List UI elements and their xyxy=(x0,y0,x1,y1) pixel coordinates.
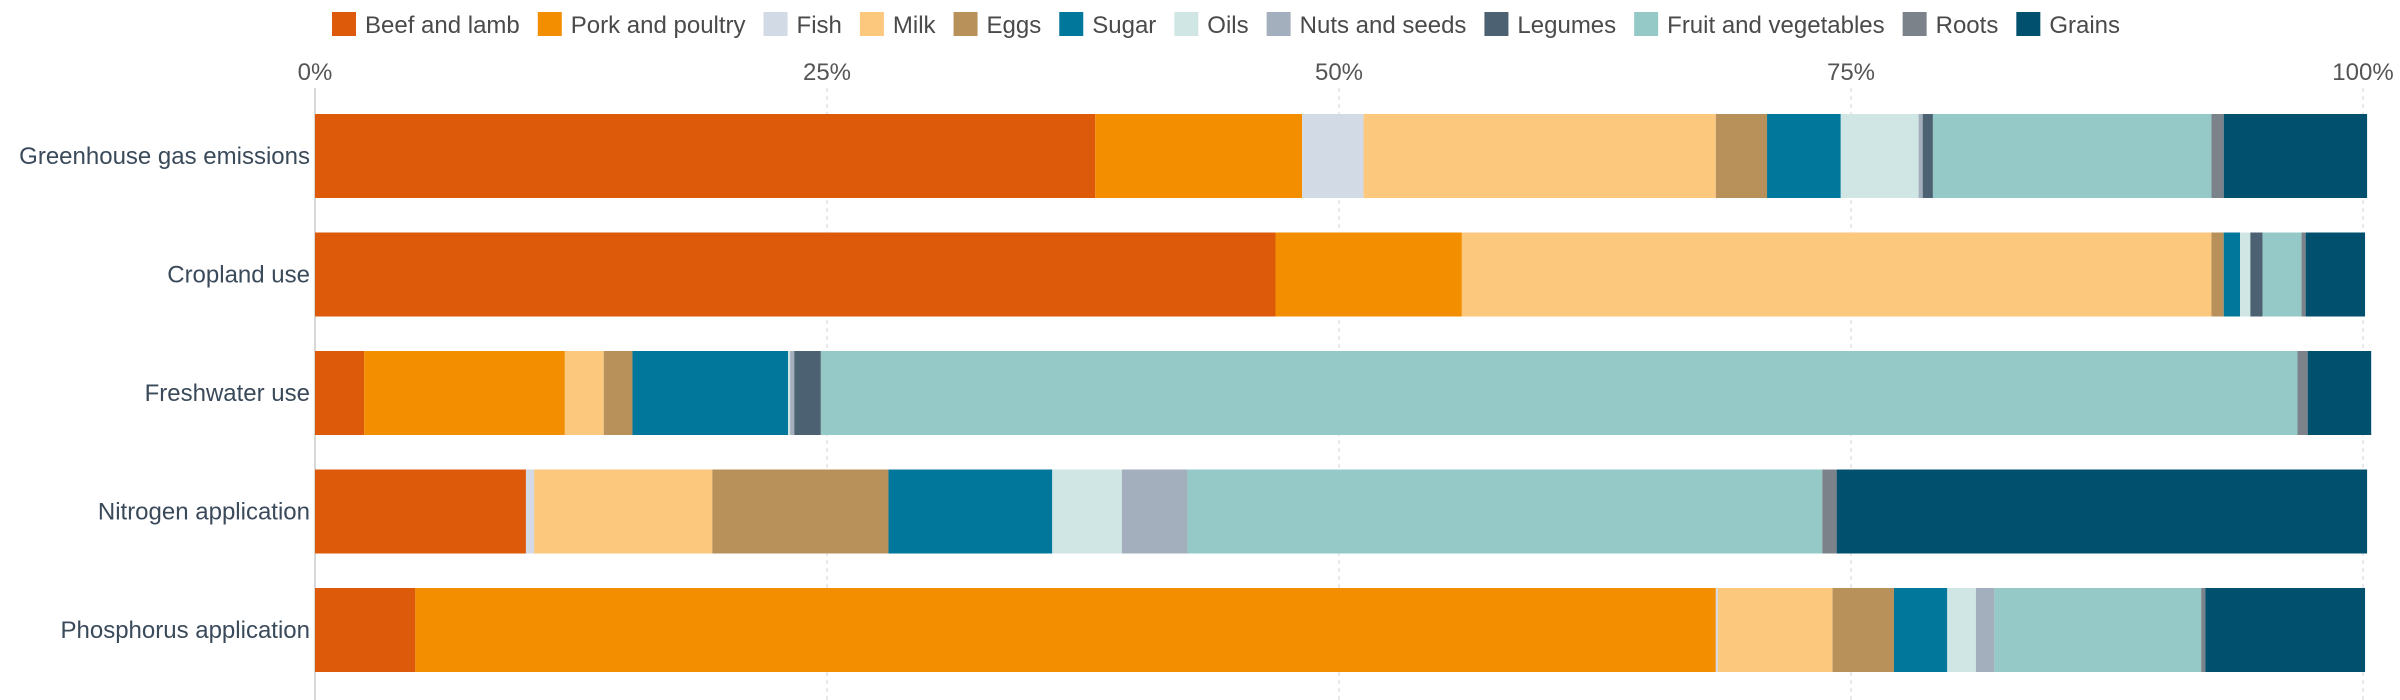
x-tick-label: 0% xyxy=(298,59,333,86)
legend-label-grains: Grains xyxy=(2049,12,2120,39)
bar-segment-legumes xyxy=(2250,232,2263,317)
legend-label-eggs: Eggs xyxy=(987,12,1042,39)
bar-segment-roots xyxy=(1822,469,1837,554)
bar-segment-beef-and-lamb xyxy=(315,469,526,554)
bar-segment-grains xyxy=(2305,232,2366,317)
category-label-greenhouse-gas-emissions: Greenhouse gas emissions xyxy=(19,143,310,170)
bar-segment-oils xyxy=(788,351,791,435)
bar-segment-fish xyxy=(525,469,535,554)
category-label-phosphorus-application: Phosphorus application xyxy=(60,617,310,644)
bar-segment-grains xyxy=(2307,351,2372,435)
bar-segment-beef-and-lamb xyxy=(315,114,1096,198)
bar-row-cropland-use xyxy=(315,232,2366,317)
legend-label-pork-and-poultry: Pork and poultry xyxy=(571,12,746,39)
bar-segment-nuts-and-seeds xyxy=(1975,588,1995,672)
x-axis-ticks: 0% 25% 50% 75% 100% xyxy=(298,59,2394,86)
bar-segment-beef-and-lamb xyxy=(315,588,416,672)
legend-label-fish: Fish xyxy=(797,12,842,39)
bar-segment-fruit-and-vegetables xyxy=(1994,588,2202,672)
bar-segment-roots xyxy=(2201,588,2206,672)
bar-segment-fruit-and-vegetables xyxy=(820,351,2298,435)
bar-segment-legumes xyxy=(794,351,821,435)
legend-swatch-grains xyxy=(2016,12,2041,36)
bar-segment-oils xyxy=(1840,114,1919,198)
legend-label-beef-and-lamb: Beef and lamb xyxy=(365,12,520,39)
bar-segment-pork-and-poultry xyxy=(1275,232,1462,317)
legend-label-nuts-and-seeds: Nuts and seeds xyxy=(1300,12,1467,39)
x-tick-label: 50% xyxy=(1315,59,1363,86)
bar-segment-eggs xyxy=(1715,114,1768,198)
legend-label-milk: Milk xyxy=(893,12,937,39)
bar-segment-milk xyxy=(1363,114,1716,198)
bar-segment-nuts-and-seeds xyxy=(1918,114,1923,198)
bar-segment-nuts-and-seeds xyxy=(1121,469,1188,554)
legend-label-fruit-and-vegetables: Fruit and vegetables xyxy=(1667,12,1884,39)
bar-segment-nuts-and-seeds xyxy=(790,351,795,435)
legend-swatch-pork-and-poultry xyxy=(537,12,562,36)
bar-row-greenhouse-gas-emissions xyxy=(315,114,2368,198)
bar-segment-roots xyxy=(2211,114,2224,198)
bar-segment-roots xyxy=(2297,351,2308,435)
x-tick-label: 100% xyxy=(2332,59,2393,86)
x-tick-label: 75% xyxy=(1827,59,1875,86)
bar-segment-pork-and-poultry xyxy=(415,588,1716,672)
legend-swatch-milk xyxy=(859,12,884,36)
bar-segment-sugar xyxy=(2223,232,2241,317)
bar-segment-oils xyxy=(1947,588,1976,672)
bar-segment-sugar xyxy=(1767,114,1841,198)
bar-segment-pork-and-poultry xyxy=(1095,114,1303,198)
category-label-freshwater-use: Freshwater use xyxy=(145,380,310,407)
bar-segment-sugar xyxy=(1894,588,1948,672)
bar-segment-eggs xyxy=(1832,588,1895,672)
bar-segment-grains xyxy=(2223,114,2368,198)
bar-segment-fish xyxy=(1715,588,1718,672)
bar-segment-oils xyxy=(2240,232,2251,317)
bar-row-freshwater-use xyxy=(315,351,2372,435)
bar-segment-pork-and-poultry xyxy=(364,351,565,435)
bar-segment-fruit-and-vegetables xyxy=(1187,469,1823,554)
legend-swatch-nuts-and-seeds xyxy=(1266,12,1291,36)
legend-swatch-legumes xyxy=(1484,12,1509,36)
bar-segment-eggs xyxy=(2211,232,2224,317)
legend-swatch-fish xyxy=(763,12,788,36)
bar-segment-beef-and-lamb xyxy=(315,351,365,435)
bar-segment-milk xyxy=(564,351,604,435)
legend-swatch-oils xyxy=(1174,12,1199,36)
x-tick-label: 25% xyxy=(803,59,851,86)
bars xyxy=(315,114,2372,672)
legend: Beef and lamb Pork and poultry Fish Milk Egg… xyxy=(332,12,2120,39)
legend-label-roots: Roots xyxy=(1936,12,1999,39)
bar-segment-fruit-and-vegetables xyxy=(1932,114,2212,198)
bar-segment-fish xyxy=(1302,114,1364,198)
legend-label-oils: Oils xyxy=(1207,12,1248,39)
legend-swatch-beef-and-lamb xyxy=(332,12,356,36)
bar-segment-grains xyxy=(2205,588,2366,672)
bar-segment-roots xyxy=(2301,232,2306,317)
bar-segment-eggs xyxy=(712,469,889,554)
legend-swatch-eggs xyxy=(953,12,978,36)
bar-segment-beef-and-lamb xyxy=(315,232,1276,317)
bar-segment-milk xyxy=(1717,588,1833,672)
bar-segment-legumes xyxy=(1922,114,1933,198)
legend-label-sugar: Sugar xyxy=(1092,12,1156,39)
legend-label-legumes: Legumes xyxy=(1517,12,1616,39)
legend-swatch-roots xyxy=(1902,12,1927,36)
bar-segment-milk xyxy=(1461,232,2212,317)
bar-row-phosphorus-application xyxy=(315,588,2366,672)
bar-segment-fruit-and-vegetables xyxy=(2262,232,2302,317)
legend-swatch-sugar xyxy=(1059,12,1084,36)
bar-row-nitrogen-application xyxy=(315,469,2368,554)
y-axis-categories: Greenhouse gas emissions Cropland use Fres… xyxy=(19,143,310,644)
bar-segment-sugar xyxy=(888,469,1053,554)
category-label-nitrogen-application: Nitrogen application xyxy=(98,499,310,526)
bar-segment-eggs xyxy=(603,351,633,435)
category-label-cropland-use: Cropland use xyxy=(167,262,310,289)
bar-segment-oils xyxy=(1052,469,1122,554)
bar-segment-grains xyxy=(1836,469,2368,554)
bar-segment-milk xyxy=(534,469,713,554)
legend-swatch-fruit-and-vegetables xyxy=(1634,12,1659,36)
bar-segment-sugar xyxy=(632,351,789,435)
